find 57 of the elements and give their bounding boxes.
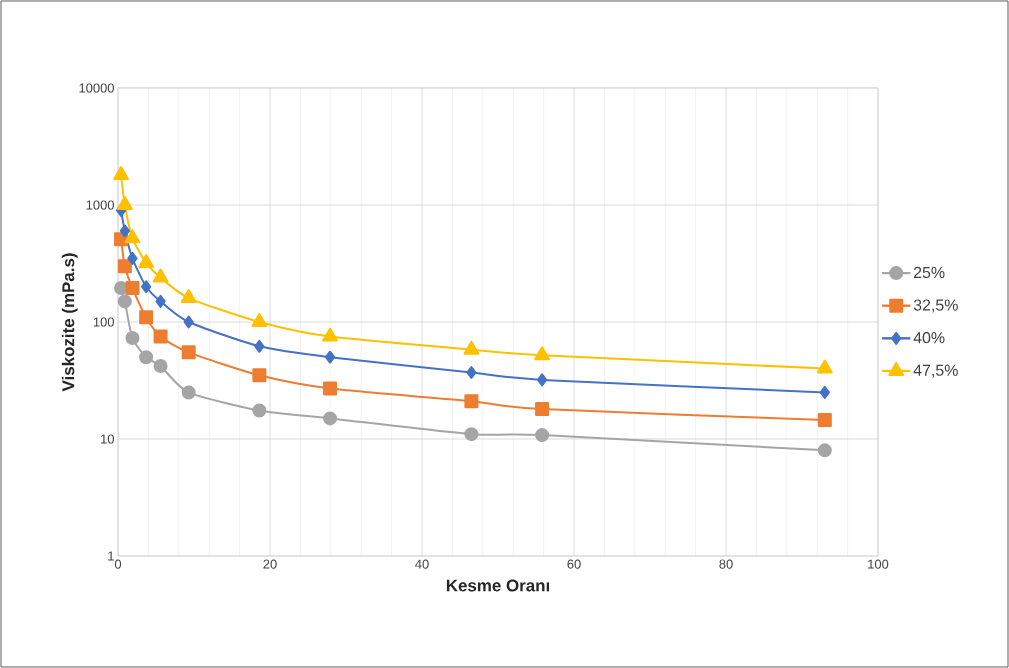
point [817, 413, 832, 428]
y-tick-label: 10 [101, 434, 114, 444]
point [463, 340, 480, 355]
point [324, 350, 336, 364]
point [139, 310, 154, 325]
point [464, 427, 479, 442]
x-tick-label: 80 [719, 559, 733, 569]
point [153, 329, 168, 344]
point [817, 443, 832, 458]
point [535, 402, 550, 417]
point [323, 381, 338, 396]
point [183, 315, 194, 329]
point [155, 294, 166, 308]
y-axis-title: Viskozite (mPa.s) [61, 253, 78, 392]
y-tick-label: 100 [93, 317, 114, 327]
legend-label: 40% [913, 332, 945, 344]
point [466, 366, 477, 380]
point [117, 294, 132, 309]
x-axis-title: Kesme Oranı [446, 579, 550, 592]
point [119, 224, 130, 238]
y-tick-label: 1 [108, 551, 114, 561]
legend-label: 32,5% [913, 299, 958, 313]
point [322, 327, 338, 342]
point [180, 289, 197, 304]
point [141, 280, 152, 294]
x-tick-label: 100 [868, 559, 889, 569]
point [534, 346, 551, 361]
x-tick-label: 60 [567, 559, 581, 569]
point [181, 345, 196, 360]
point [138, 253, 155, 268]
x-tick-label: 40 [415, 559, 429, 569]
point [116, 195, 133, 210]
point [113, 166, 129, 181]
x-tick-label: 20 [263, 559, 277, 569]
point [124, 229, 141, 244]
point [535, 428, 550, 443]
point [252, 403, 267, 418]
y-tick-label: 1000 [86, 200, 114, 210]
point [127, 251, 138, 265]
point [117, 259, 132, 274]
point [252, 368, 267, 383]
point [181, 385, 196, 400]
y-tick-label: 10000 [79, 83, 114, 93]
point [254, 339, 265, 353]
point [152, 268, 169, 283]
point [153, 359, 168, 374]
x-tick-label: 0 [114, 559, 122, 569]
point [536, 373, 548, 387]
point [139, 350, 154, 365]
point [819, 385, 830, 399]
point [125, 281, 140, 296]
legend-label: 47,5% [913, 364, 958, 378]
point [125, 330, 140, 345]
point [464, 394, 479, 409]
point [323, 411, 338, 426]
legend-label: 25% [913, 266, 945, 279]
point [816, 359, 833, 374]
